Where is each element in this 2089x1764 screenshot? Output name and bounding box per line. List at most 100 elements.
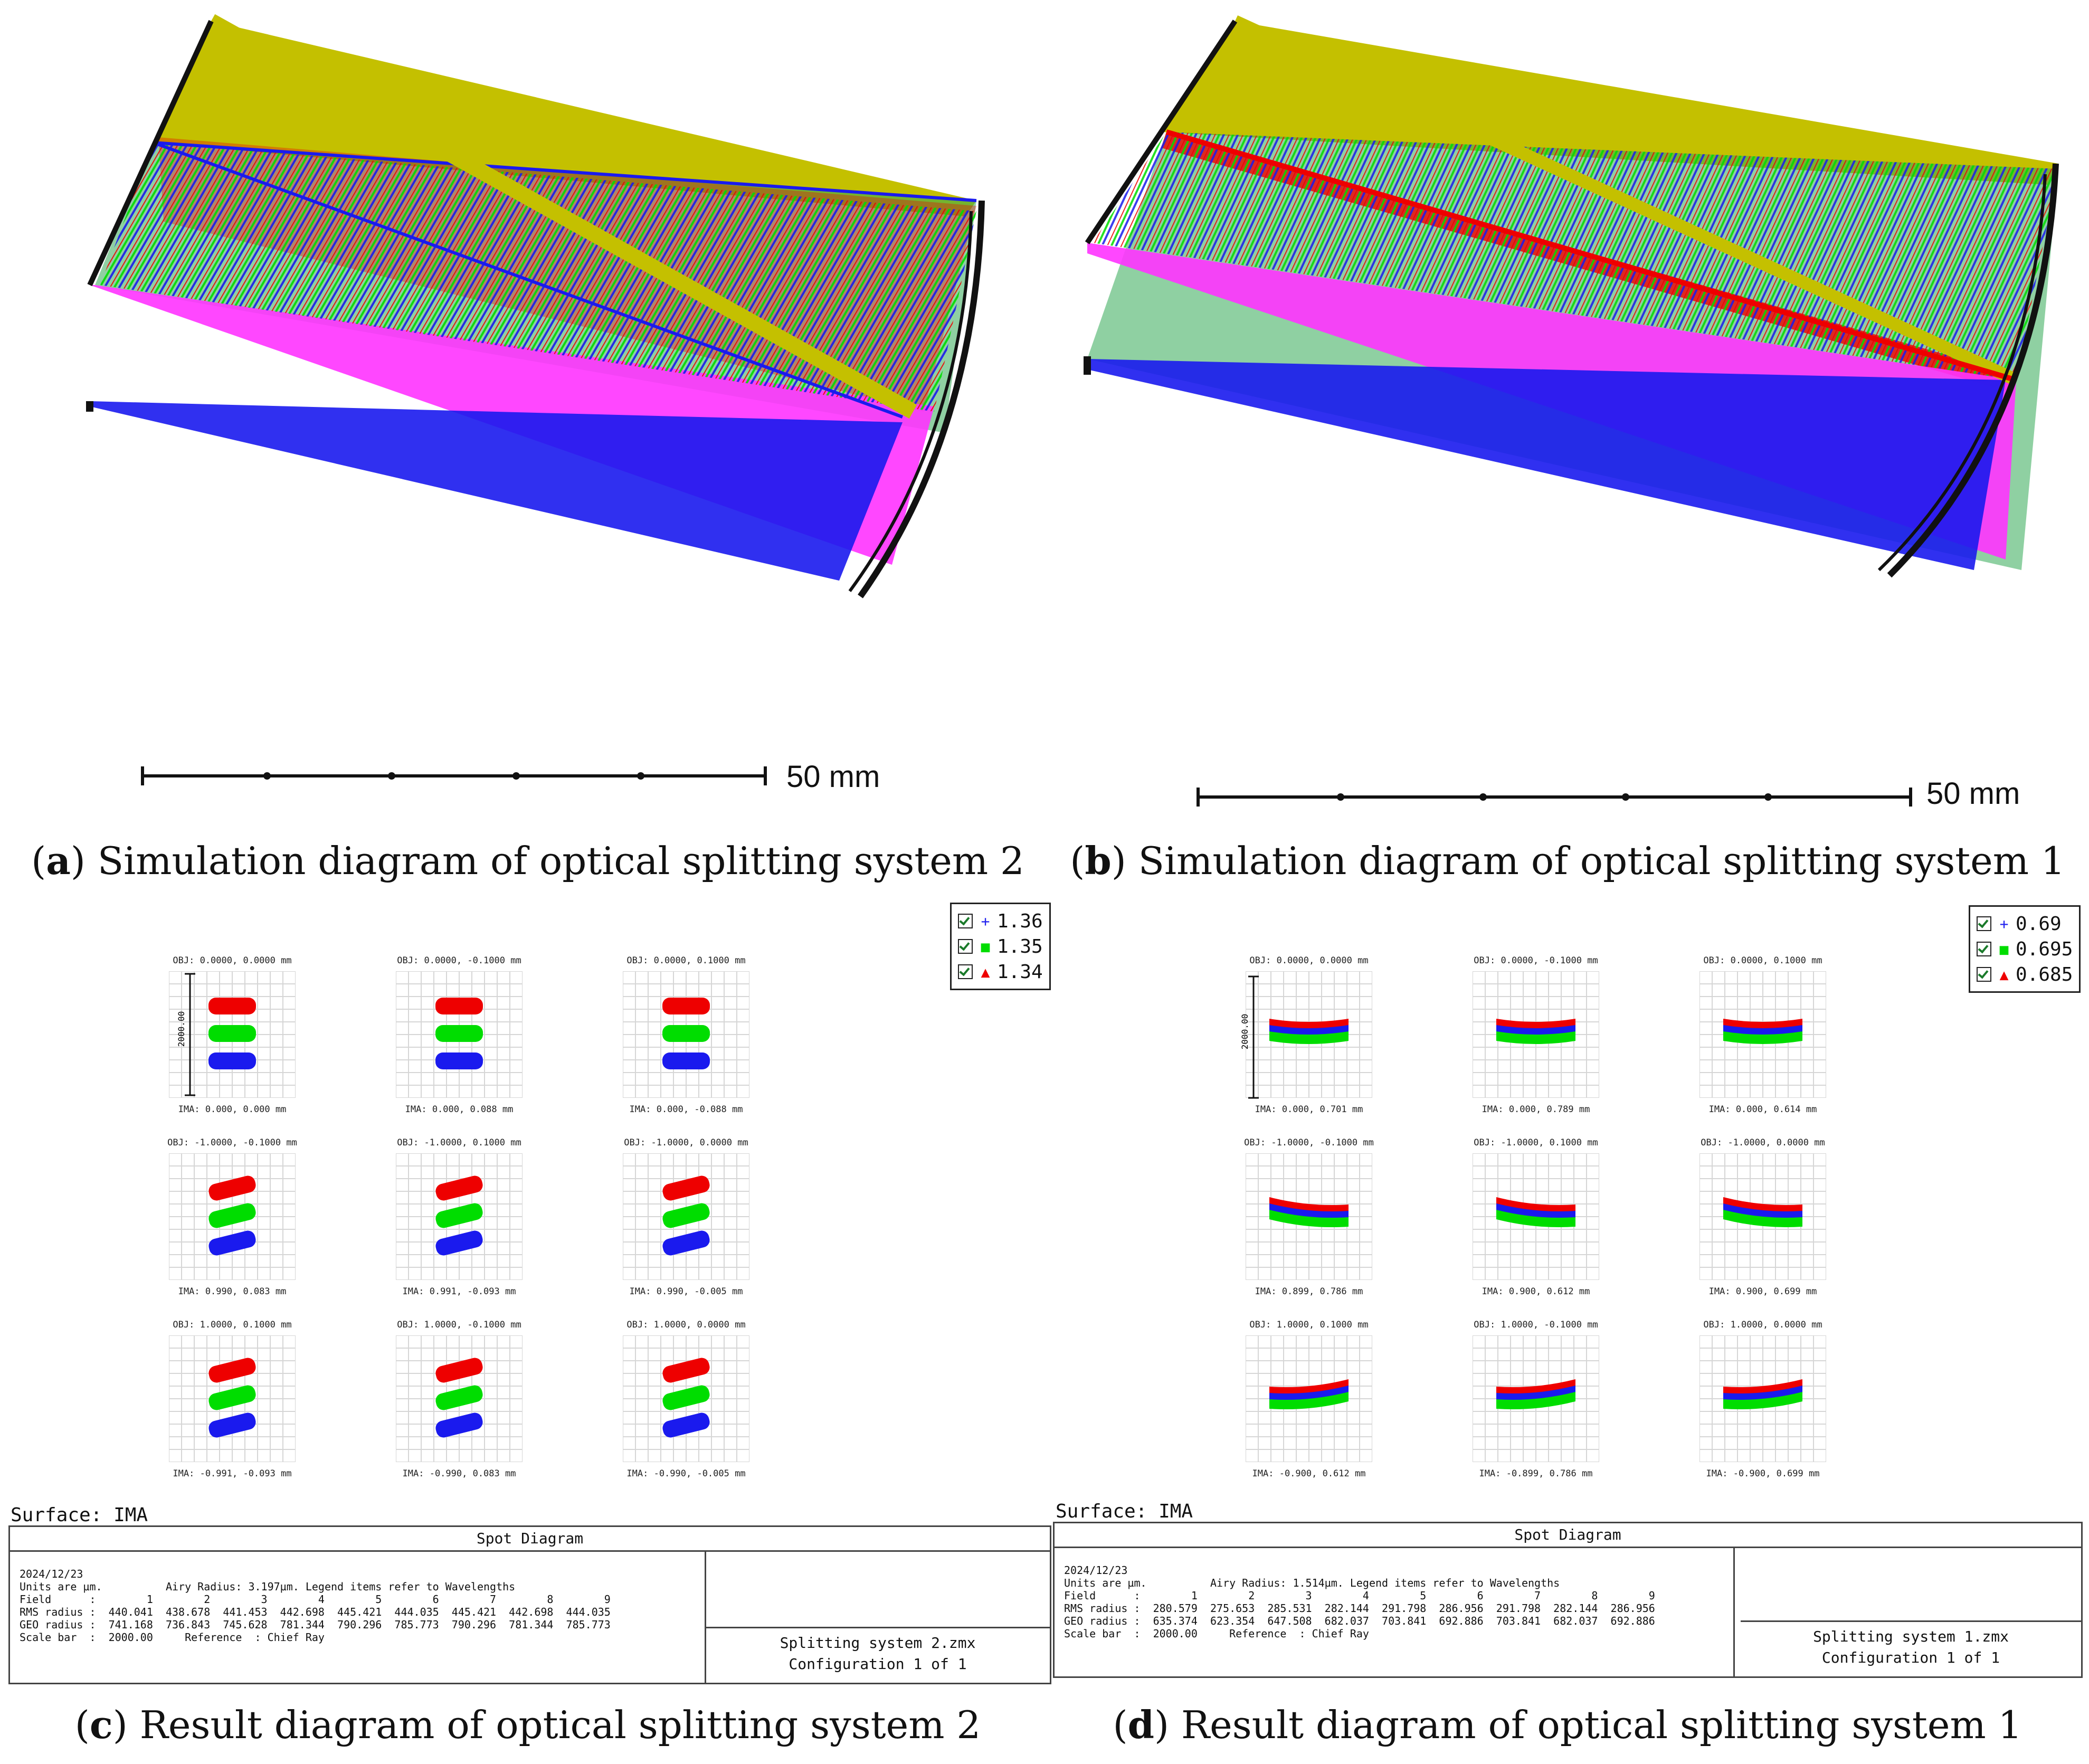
spot-red [435, 1358, 483, 1383]
spot-green [662, 1385, 710, 1410]
legend-d: +0.69 ■ 0.695 ▲ 0.685 [1969, 905, 2081, 993]
spot-plot [1699, 1153, 1826, 1280]
legend-item: +1.36 [958, 908, 1043, 934]
plus-marker-icon: + [1999, 915, 2009, 933]
spot-plot [169, 1153, 296, 1280]
ima-position-label: IMA: -0.990, -0.005 mm [626, 1468, 746, 1479]
spot-cell: OBJ: 1.0000, -0.1000 mm IMA: -0.990, 0.08… [380, 1320, 538, 1483]
spot-cell: OBJ: 1.0000, 0.0000 mm IMA: -0.990, -0.00… [607, 1320, 765, 1483]
obj-field-label: OBJ: 1.0000, -0.1000 mm [397, 1320, 521, 1330]
ima-position-label: IMA: -0.991, -0.093 mm [173, 1468, 292, 1479]
obj-field-label: OBJ: 0.0000, -0.1000 mm [1474, 955, 1598, 966]
obj-field-label: OBJ: 0.0000, 0.0000 mm [1249, 955, 1369, 966]
spot-cell: OBJ: 1.0000, -0.1000 mm IMA: -0.899, 0.78… [1457, 1320, 1615, 1483]
spot-green [1723, 1210, 1802, 1228]
spot-plot [1473, 971, 1599, 1098]
spot-green [1723, 1031, 1802, 1044]
ima-position-label: IMA: 0.000, 0.088 mm [405, 1104, 514, 1115]
spot-green [1269, 1210, 1349, 1228]
ima-position-label: IMA: -0.899, 0.786 mm [1479, 1468, 1593, 1479]
spot-blue [208, 1230, 256, 1256]
caption-b: (b) Simulation diagram of optical splitt… [1070, 838, 2065, 883]
spot-cell: OBJ: -1.0000, 0.1000 mm IMA: 0.900, 0.612… [1457, 1137, 1615, 1301]
table-summary: 2024/12/23 Units are µm. Airy Radius: 3.… [10, 1552, 706, 1683]
legend-c: +1.36 ■ 1.35 ▲ 1.34 [950, 903, 1051, 990]
spot-blue [662, 1412, 710, 1438]
spot-green [662, 1203, 710, 1228]
file-info: Splitting system 1.zmx Configuration 1 of… [1741, 1620, 2081, 1676]
scale-axis-label-c: 2000.00 [176, 1011, 187, 1047]
spot-diagram-grid-d: OBJ: 0.0000, 0.0000 mm IMA: 0.000, 0.701 … [1230, 955, 1916, 1479]
spot-blue [435, 1052, 483, 1069]
spot-red [208, 1175, 256, 1201]
spot-red [208, 998, 256, 1014]
scale-axis-d [1248, 975, 1259, 1099]
spot-plot [1699, 1335, 1826, 1462]
spot-green [662, 1025, 710, 1042]
spot-plot [396, 1153, 523, 1280]
spot-red [208, 1358, 256, 1383]
ima-position-label: IMA: 0.000, 0.789 mm [1482, 1104, 1590, 1115]
spot-green [1723, 1392, 1802, 1410]
spot-cell: OBJ: 0.0000, 0.1000 mm IMA: 0.000, 0.614 … [1684, 955, 1842, 1119]
info-table-c: Spot Diagram 2024/12/23 Units are µm. Ai… [8, 1525, 1051, 1684]
spot-cell: OBJ: 0.0000, 0.1000 mm IMA: 0.000, -0.088… [607, 955, 765, 1119]
spot-plot [396, 971, 523, 1098]
ima-position-label: IMA: -0.900, 0.699 mm [1706, 1468, 1820, 1479]
table-title: Spot Diagram [10, 1527, 1050, 1552]
spot-plot [1246, 1335, 1372, 1462]
spot-cell: OBJ: 1.0000, 0.1000 mm IMA: -0.991, -0.09… [153, 1320, 311, 1483]
spot-plot [623, 1153, 749, 1280]
spot-green [1269, 1392, 1349, 1410]
checkbox-icon [1977, 916, 1991, 931]
spot-blue [435, 1412, 483, 1438]
table-title: Spot Diagram [1055, 1523, 2081, 1548]
ray-trace-diagram-b [1084, 15, 2059, 578]
checkbox-icon [1977, 942, 1991, 956]
scale-bar-label-b: 50 mm [1926, 776, 2020, 811]
plus-marker-icon: + [981, 912, 990, 930]
obj-field-label: OBJ: 1.0000, 0.1000 mm [173, 1320, 292, 1330]
spot-diagram-grid-c: OBJ: 0.0000, 0.0000 mm IMA: 0.000, 0.000 … [153, 955, 839, 1479]
spot-green [435, 1203, 483, 1228]
spot-cell: OBJ: -1.0000, 0.0000 mm IMA: 0.900, 0.699… [1684, 1137, 1842, 1301]
ima-position-label: IMA: 0.000, -0.088 mm [629, 1104, 743, 1115]
obj-field-label: OBJ: 0.0000, 0.1000 mm [626, 955, 746, 966]
spot-cell: OBJ: 1.0000, 0.1000 mm IMA: -0.900, 0.612… [1230, 1320, 1388, 1483]
spot-red [435, 998, 483, 1014]
obj-field-label: OBJ: -1.0000, -0.1000 mm [167, 1137, 297, 1148]
obj-field-label: OBJ: -1.0000, 0.1000 mm [1474, 1137, 1598, 1148]
ima-position-label: IMA: 0.900, 0.612 mm [1482, 1286, 1590, 1297]
checkbox-icon [958, 964, 973, 979]
spot-green [208, 1025, 256, 1042]
spot-cell: OBJ: -1.0000, 0.1000 mm IMA: 0.991, -0.09… [380, 1137, 538, 1301]
spot-plot [1246, 971, 1372, 1098]
obj-field-label: OBJ: 1.0000, 0.0000 mm [626, 1320, 746, 1330]
legend-item: ■ 1.35 [958, 934, 1043, 959]
obj-field-label: OBJ: -1.0000, 0.0000 mm [1701, 1137, 1825, 1148]
obj-field-label: OBJ: 1.0000, 0.0000 mm [1703, 1320, 1822, 1330]
spot-red [662, 1358, 710, 1383]
spot-plot [1473, 1335, 1599, 1462]
spot-red [662, 1175, 710, 1201]
spot-green [1496, 1392, 1575, 1410]
spot-blue [662, 1052, 710, 1069]
scale-bar-label-a: 50 mm [786, 760, 880, 794]
spot-cell: OBJ: 0.0000, -0.1000 mm IMA: 0.000, 0.088… [380, 955, 538, 1119]
spot-blue [208, 1412, 256, 1438]
ima-position-label: IMA: 0.900, 0.699 mm [1708, 1286, 1817, 1297]
file-info: Splitting system 2.zmx Configuration 1 of… [706, 1627, 1050, 1683]
ima-position-label: IMA: -0.990, 0.083 mm [402, 1468, 516, 1479]
scale-axis-c [185, 973, 195, 1096]
spot-green [1496, 1031, 1575, 1044]
spot-green [435, 1385, 483, 1410]
legend-item: ■ 0.695 [1977, 936, 2073, 962]
spot-green [1496, 1210, 1575, 1228]
spot-plot [169, 1335, 296, 1462]
obj-field-label: OBJ: 0.0000, 0.0000 mm [173, 955, 292, 966]
spot-green [1269, 1031, 1349, 1044]
spot-blue [208, 1052, 256, 1069]
scale-bar-a [141, 766, 767, 785]
spot-red [662, 998, 710, 1014]
spot-cell: OBJ: 0.0000, -0.1000 mm IMA: 0.000, 0.789… [1457, 955, 1615, 1119]
